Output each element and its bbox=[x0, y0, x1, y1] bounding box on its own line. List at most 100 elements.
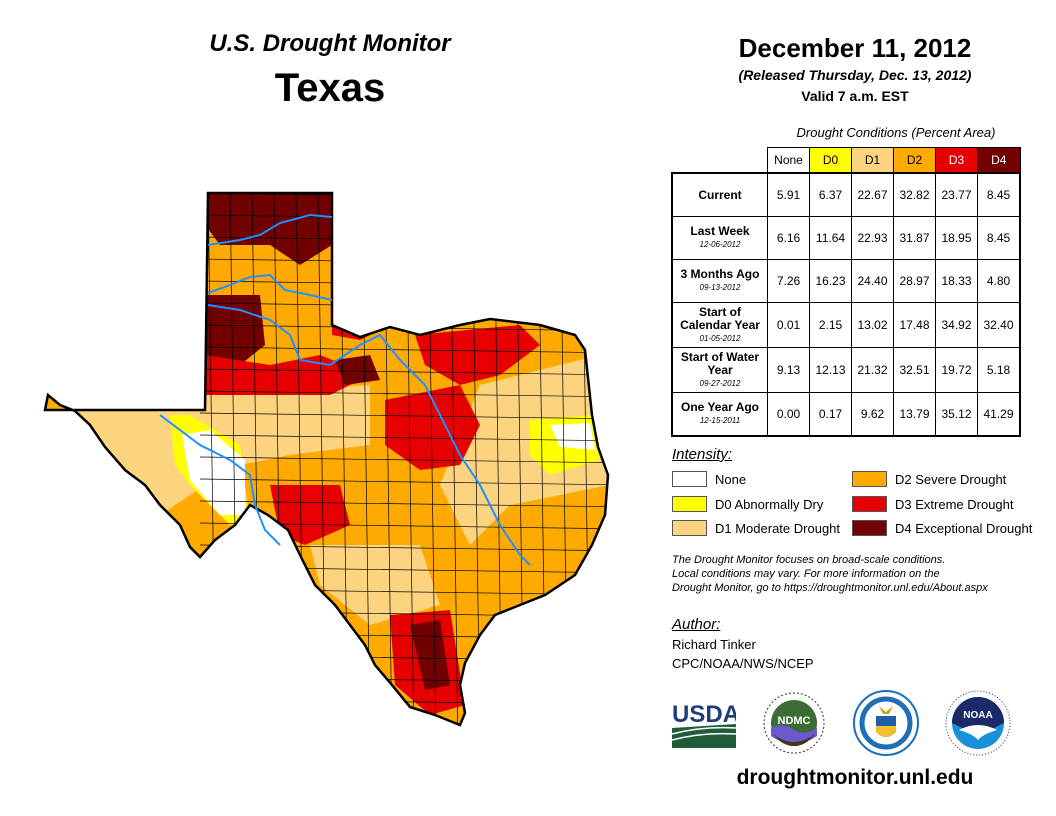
table-row: Current 5.91 6.37 22.67 32.82 23.77 8.45 bbox=[671, 172, 1021, 217]
drought-areas bbox=[45, 193, 608, 725]
d1-area-south bbox=[310, 545, 440, 625]
d3-area-southwest bbox=[270, 485, 350, 545]
value-cell-d1: 9.62 bbox=[851, 392, 894, 437]
column-header-d0: D0 bbox=[809, 147, 852, 174]
state-border bbox=[43, 191, 610, 727]
table-row: 3 Months Ago 09-13-2012 7.26 16.23 24.40 28.9… bbox=[671, 259, 1021, 303]
value-cell-none: 0.01 bbox=[767, 302, 810, 348]
none-area-west bbox=[182, 430, 245, 515]
column-header-d3: D3 bbox=[935, 147, 978, 174]
d3-area-north bbox=[415, 325, 540, 385]
disclaimer-line: Drought Monitor, go to https://droughtmo… bbox=[672, 582, 988, 594]
value-cell-d3: 18.33 bbox=[935, 259, 978, 303]
row-label: Start of Water Year 09-27-2012 bbox=[671, 347, 768, 393]
legend-swatch bbox=[852, 520, 887, 536]
value-cell-d0: 0.17 bbox=[809, 392, 852, 437]
row-label: Start of Calendar Year 01-05-2012 bbox=[671, 302, 768, 348]
county-line bbox=[200, 743, 630, 745]
value-cell-d0: 11.64 bbox=[809, 216, 852, 260]
value-cell-d3: 19.72 bbox=[935, 347, 978, 393]
legend-item: None bbox=[672, 471, 746, 487]
value-cell-d1: 22.67 bbox=[851, 172, 894, 217]
county-line bbox=[199, 346, 608, 354]
value-cell-none: 0.00 bbox=[767, 392, 810, 437]
legend-swatch bbox=[852, 471, 887, 487]
website-link[interactable]: droughtmonitor.unl.edu bbox=[736, 766, 974, 789]
legend-label: D0 Abnormally Dry bbox=[715, 496, 824, 512]
legend-item: D4 Exceptional Drought bbox=[852, 520, 1032, 536]
valid-date: December 11, 2012 bbox=[738, 33, 972, 63]
author-org: CPC/NOAA/NWS/NCEP bbox=[672, 656, 814, 671]
value-cell-none: 5.91 bbox=[767, 172, 810, 217]
brazos-river bbox=[207, 304, 531, 566]
ndmc-logo-text: NDMC bbox=[778, 715, 811, 727]
value-cell-d2: 32.82 bbox=[893, 172, 936, 217]
value-cell-d1: 22.93 bbox=[851, 216, 894, 260]
county-line bbox=[199, 720, 608, 725]
d1-area-east bbox=[440, 355, 608, 545]
legend-title: Intensity: bbox=[672, 446, 733, 463]
row-label: Last Week 12-06-2012 bbox=[671, 216, 768, 260]
legend-swatch bbox=[852, 496, 887, 512]
table-header-row: None D0 D1 D2 D3 D4 bbox=[672, 147, 1021, 174]
value-cell-d0: 16.23 bbox=[809, 259, 852, 303]
ndmc-logo: NDMC bbox=[763, 692, 825, 754]
map-title: U.S. Drought Monitor bbox=[209, 30, 451, 57]
row-date: 09-27-2012 bbox=[699, 378, 741, 388]
legend-label: D4 Exceptional Drought bbox=[895, 520, 1033, 536]
legend-swatch bbox=[672, 520, 707, 536]
row-label-text: Start of Calendar Year bbox=[680, 304, 760, 332]
value-cell-d4: 8.45 bbox=[977, 172, 1021, 217]
value-cell-d4: 32.40 bbox=[977, 302, 1021, 348]
legend-swatch bbox=[672, 471, 707, 487]
value-cell-none: 9.13 bbox=[767, 347, 810, 393]
value-cell-d1: 13.02 bbox=[851, 302, 894, 348]
disclaimer-line: Local conditions may vary. For more info… bbox=[672, 568, 940, 580]
county-line bbox=[199, 456, 608, 464]
row-date: 09-13-2012 bbox=[699, 283, 741, 292]
column-header-d1: D1 bbox=[851, 147, 894, 174]
column-header-d4: D4 bbox=[977, 147, 1021, 174]
value-cell-d3: 35.12 bbox=[935, 392, 978, 437]
value-cell-d1: 21.32 bbox=[851, 347, 894, 393]
legend-label: D3 Extreme Drought bbox=[895, 496, 1014, 512]
value-cell-d2: 17.48 bbox=[893, 302, 936, 348]
county-line bbox=[199, 412, 608, 420]
county-line bbox=[199, 390, 608, 398]
value-cell-d4: 5.18 bbox=[977, 347, 1021, 393]
d4-area-panhandle-north bbox=[205, 193, 335, 265]
value-cell-d4: 8.45 bbox=[977, 216, 1021, 260]
value-cell-none: 6.16 bbox=[767, 216, 810, 260]
row-label-text: 3 Months Ago bbox=[680, 267, 760, 281]
column-header-d2: D2 bbox=[893, 147, 936, 174]
value-cell-d2: 31.87 bbox=[893, 216, 936, 260]
value-cell-d2: 32.51 bbox=[893, 347, 936, 393]
county-line bbox=[199, 368, 608, 376]
column-header-none: None bbox=[767, 147, 810, 174]
table-corner bbox=[672, 148, 768, 174]
row-date: 12-15-2011 bbox=[699, 416, 741, 425]
legend-item: D1 Moderate Drought bbox=[672, 520, 840, 536]
row-label: One Year Ago 12-15-2011 bbox=[671, 392, 768, 437]
legend-label: None bbox=[715, 471, 747, 487]
d4-area-south-texas bbox=[410, 620, 450, 690]
value-cell-d3: 18.95 bbox=[935, 216, 978, 260]
noaa-logo: NOAA bbox=[945, 690, 1011, 756]
author-name: Richard Tinker bbox=[672, 637, 756, 652]
value-cell-d0: 6.37 bbox=[809, 172, 852, 217]
value-cell-d2: 28.97 bbox=[893, 259, 936, 303]
noaa-logo-text: NOAA bbox=[963, 710, 992, 721]
legend-swatch bbox=[672, 496, 707, 512]
usda-logo-text: USDA bbox=[672, 701, 736, 728]
table-row: Start of Calendar Year 01-05-2012 0.01 2.15… bbox=[671, 302, 1021, 348]
value-cell-d3: 34.92 bbox=[935, 302, 978, 348]
usda-logo: USDA bbox=[672, 701, 736, 748]
row-label: 3 Months Ago 09-13-2012 bbox=[671, 259, 768, 303]
value-cell-d2: 13.79 bbox=[893, 392, 936, 437]
valid-time: Valid 7 a.m. EST bbox=[801, 88, 909, 104]
rivers bbox=[159, 213, 531, 566]
row-label-text: Last Week bbox=[690, 224, 750, 238]
table-body: Current 5.91 6.37 22.67 32.82 23.77 8.45 Last W… bbox=[671, 172, 1021, 437]
row-date: 01-05-2012 bbox=[699, 333, 741, 343]
d4-area-central-west bbox=[335, 355, 380, 385]
